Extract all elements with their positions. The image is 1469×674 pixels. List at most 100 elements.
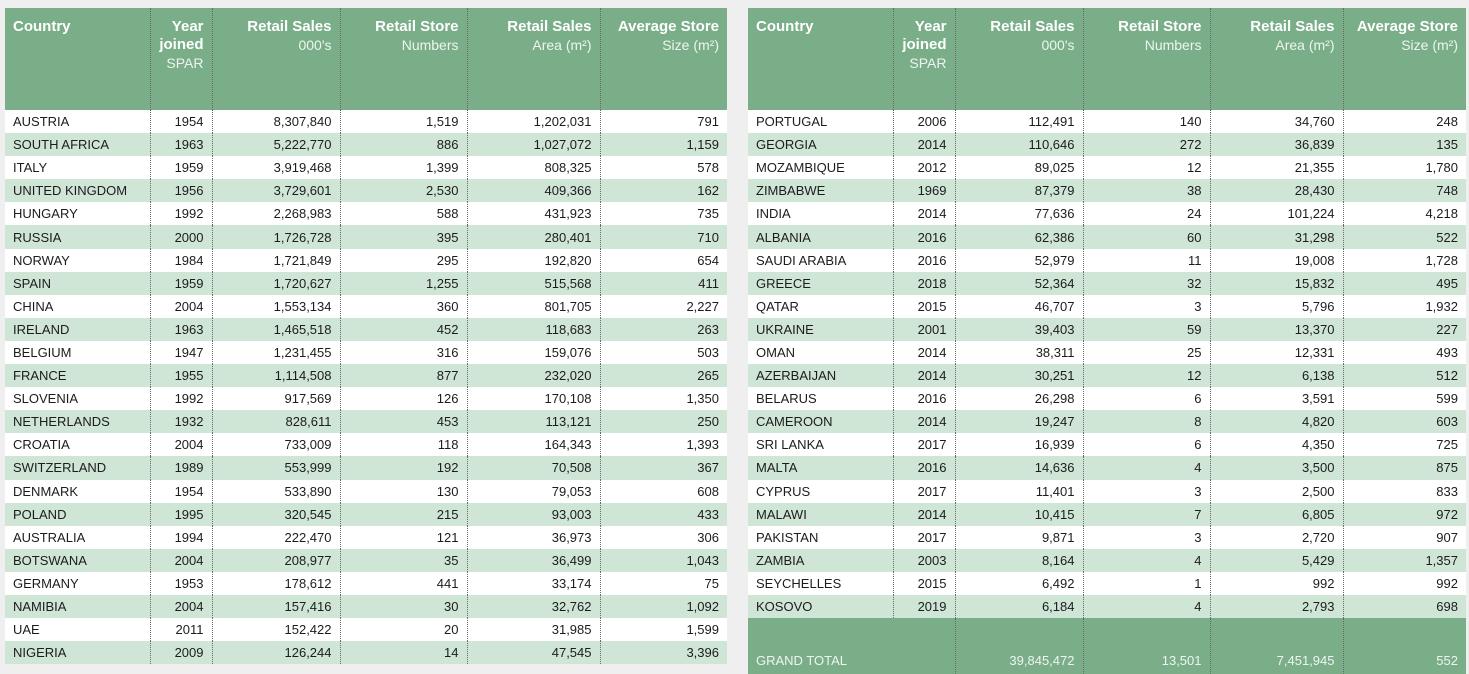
value-cell: 1994 [149,525,212,549]
data-row: GERMANY 1953 178,612 441 33,174 75 [5,571,727,595]
header-unit: SPAR [166,55,204,71]
data-row: MALTA 2016 14,636 4 3,500 875 [748,456,1466,480]
value-cell: 4 [1082,594,1210,619]
table-body: PORTUGAL 2006 112,491 140 34,760 248 GEORGIA 20… [748,110,1466,674]
value-cell: 2014 [892,364,955,388]
value-cell: 1,393 [599,433,727,457]
data-row: MALAWI 2014 10,415 7 6,805 972 [748,502,1466,526]
header-unit: Numbers [1144,37,1202,53]
value-cell: 2014 [892,133,955,157]
value-cell: 654 [599,248,727,272]
header-cell: Average Store Size (m²) [1342,8,1466,110]
country-cell: MOZAMBIQUE [748,156,893,180]
country-cell: HUNGARY [5,202,150,226]
value-cell: 110,646 [954,133,1083,157]
value-cell: 2,268,983 [211,202,340,226]
data-row: SAUDI ARABIA 2016 52,979 11 19,008 1,728 [748,248,1466,272]
value-cell: 2015 [892,294,955,318]
value-cell: 360 [339,294,467,318]
value-cell: 47,545 [466,641,600,665]
value-cell: 4 [1082,456,1210,480]
value-cell: 367 [599,456,727,480]
value-cell: 5,222,770 [211,133,340,157]
header-unit: Size (m²) [1401,37,1458,53]
value-cell: 578 [599,156,727,180]
header-title: Retail Store [375,18,459,35]
value-cell: 495 [1342,271,1466,295]
value-cell: 32,762 [466,594,600,619]
header-unit: SPAR [909,55,947,71]
value-cell: 140 [1082,110,1210,134]
header-title: Retail Sales [990,18,1075,35]
value-cell: 1,726,728 [211,225,340,249]
data-row: DENMARK 1954 533,890 130 79,053 608 [5,479,727,503]
data-row: AZERBAIJAN 2014 30,251 12 6,138 512 [748,364,1466,388]
country-cell: NIGERIA [5,641,150,665]
value-cell: 77,636 [954,202,1083,226]
value-cell: 152,422 [211,618,340,642]
value-cell: 9,871 [954,525,1083,549]
value-cell: 2014 [892,410,955,434]
value-cell: 232,020 [466,364,600,388]
country-cell: ALBANIA [748,225,893,249]
value-cell: 1,255 [339,271,467,295]
data-row: AUSTRALIA 1994 222,470 121 36,973 306 [5,525,727,549]
value-cell: 2014 [892,502,955,526]
value-cell: 11,401 [954,479,1083,503]
value-cell: 272 [1082,133,1210,157]
value-cell: 2011 [149,618,212,642]
value-cell: 30,251 [954,364,1083,388]
data-row: KOSOVO 2019 6,184 4 2,793 698 [748,594,1466,619]
value-cell: 808,325 [466,156,600,180]
header-cell: Country [5,8,150,110]
country-cell: MALTA [748,456,893,480]
value-cell: 1,357 [1342,548,1466,572]
total-label: GRAND TOTAL [748,618,955,674]
value-cell: 8 [1082,410,1210,434]
country-cell: UKRAINE [748,317,893,341]
data-row: RUSSIA 2000 1,726,728 395 280,401 710 [5,225,727,249]
value-cell: 2004 [149,594,212,619]
value-cell: 588 [339,202,467,226]
value-cell: 1,720,627 [211,271,340,295]
country-cell: GREECE [748,271,893,295]
header-unit: 000's [298,37,332,53]
value-cell: 19,247 [954,410,1083,434]
value-cell: 192 [339,456,467,480]
value-cell: 10,415 [954,502,1083,526]
value-cell: 75 [599,571,727,595]
data-row: CYPRUS 2017 11,401 3 2,500 833 [748,479,1466,503]
value-cell: 2,720 [1209,525,1343,549]
value-cell: 1,399 [339,156,467,180]
value-cell: 2012 [892,156,955,180]
value-cell: 4,350 [1209,433,1343,457]
value-cell: 12 [1082,364,1210,388]
value-cell: 710 [599,225,727,249]
value-cell: 16,939 [954,433,1083,457]
value-cell: 31,985 [466,618,600,642]
data-row: HUNGARY 1992 2,268,983 588 431,923 735 [5,202,727,226]
country-cell: CAMEROON [748,410,893,434]
data-row: GEORGIA 2014 110,646 272 36,839 135 [748,133,1466,157]
value-cell: 1,092 [599,594,727,619]
value-cell: 250 [599,410,727,434]
value-cell: 8,164 [954,548,1083,572]
value-cell: 493 [1342,340,1466,365]
header-title: Average Store [617,18,719,35]
value-cell: 2019 [892,594,955,619]
value-cell: 1954 [149,479,212,503]
value-cell: 101,224 [1209,202,1343,226]
table-header: Country Year joined SPAR Retail Sales 000's R… [748,8,1466,110]
total-row: GRAND TOTAL 39,845,472 13,501 7,451,945 552 [748,618,1466,674]
value-cell: 1,721,849 [211,248,340,272]
value-cell: 2001 [892,317,955,341]
header-title: Retail Sales [247,18,332,35]
table-body: AUSTRIA 1954 8,307,840 1,519 1,202,031 791 SOU… [5,110,727,665]
value-cell: 14,636 [954,456,1083,480]
value-cell: 6,184 [954,594,1083,619]
value-cell: 118 [339,433,467,457]
value-cell: 208,977 [211,548,340,572]
value-cell: 34,760 [1209,110,1343,134]
value-cell: 2004 [149,548,212,572]
